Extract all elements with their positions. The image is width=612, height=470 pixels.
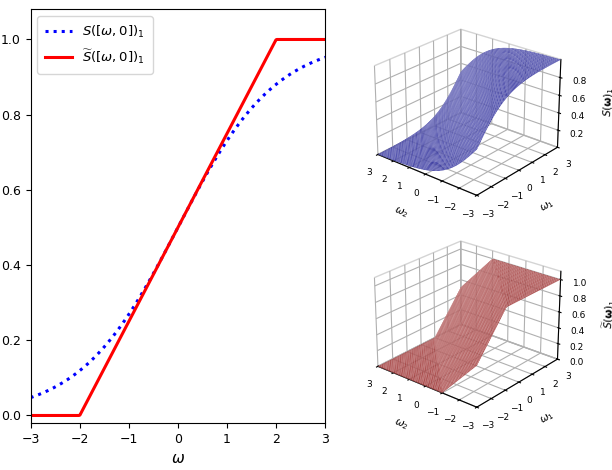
$S([\omega, 0])_1$ xyxy=(207,164,215,169)
$\widetilde{S}([\omega, 0])_1$ xyxy=(28,413,35,418)
$S([\omega, 0])_1$ xyxy=(203,172,210,178)
Line: $\widetilde{S}([\omega, 0])_1$: $\widetilde{S}([\omega, 0])_1$ xyxy=(31,39,325,415)
$\widetilde{S}([\omega, 0])_1$ xyxy=(295,37,302,42)
Legend: $S([\omega, 0])_1$, $\widetilde{S}([\omega, 0])_1$: $S([\omega, 0])_1$, $\widetilde{S}([\ome… xyxy=(37,16,152,74)
X-axis label: $\omega_2$: $\omega_2$ xyxy=(392,204,410,221)
$\widetilde{S}([\omega, 0])_1$ xyxy=(201,173,209,179)
$\widetilde{S}([\omega, 0])_1$ xyxy=(27,413,34,418)
Line: $S([\omega, 0])_1$: $S([\omega, 0])_1$ xyxy=(31,57,325,398)
$\widetilde{S}([\omega, 0])_1$ xyxy=(203,171,210,177)
$\widetilde{S}([\omega, 0])_1$ xyxy=(276,37,283,42)
$\widetilde{S}([\omega, 0])_1$ xyxy=(274,37,281,42)
$S([\omega, 0])_1$ xyxy=(275,79,283,85)
Y-axis label: $\omega_1$: $\omega_1$ xyxy=(539,197,557,215)
$\widetilde{S}([\omega, 0])_1$ xyxy=(207,162,215,167)
$\widetilde{S}([\omega, 0])_1$ xyxy=(321,37,329,42)
$S([\omega, 0])_1$ xyxy=(294,67,301,72)
X-axis label: $\omega_2$: $\omega_2$ xyxy=(392,416,410,432)
X-axis label: $\omega$: $\omega$ xyxy=(171,451,185,466)
$S([\omega, 0])_1$ xyxy=(201,174,209,180)
$S([\omega, 0])_1$ xyxy=(27,395,34,400)
Y-axis label: $\omega_1$: $\omega_1$ xyxy=(539,409,557,427)
$S([\omega, 0])_1$ xyxy=(28,394,35,400)
$S([\omega, 0])_1$ xyxy=(321,55,329,60)
